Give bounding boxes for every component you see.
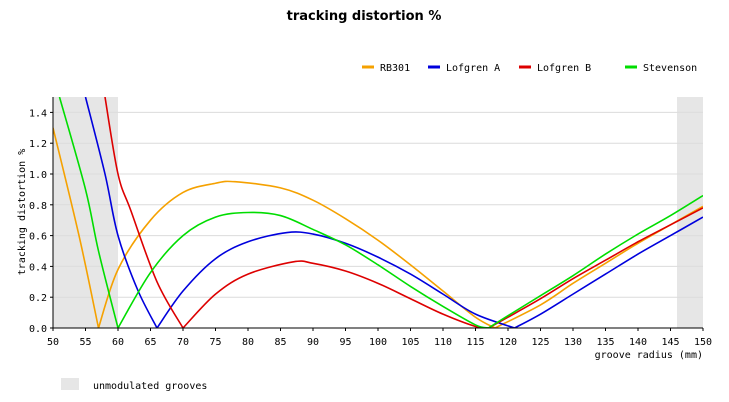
y-tick-label: 1.4 (29, 108, 47, 119)
legend-label-1: Lofgren A (446, 63, 500, 74)
series-line-lofgren-b (104, 97, 703, 328)
x-tick-label: 120 (499, 337, 517, 348)
y-tick-label: 1.0 (29, 170, 47, 181)
series-lines (53, 97, 703, 328)
series-line-stevenson (58, 97, 703, 328)
x-tick-label: 150 (694, 337, 712, 348)
x-tick-label: 85 (274, 337, 286, 348)
x-tick-label: 145 (661, 337, 679, 348)
shaded-regions (53, 97, 703, 328)
x-tick-label: 110 (434, 337, 452, 348)
x-tick-label: 80 (242, 337, 254, 348)
x-tick-label: 115 (466, 337, 484, 348)
legend: RB301 Lofgren A Lofgren B Stevenson (362, 63, 697, 74)
x-tick-label: 55 (79, 337, 91, 348)
x-tick-label: 50 (47, 337, 59, 348)
shaded-legend-swatch (61, 378, 79, 390)
y-tick-label: 0.8 (29, 201, 47, 212)
legend-label-3: Stevenson (643, 63, 697, 74)
series-line-lofgren-a (84, 97, 703, 328)
y-tick-label: 0.6 (29, 232, 47, 243)
y-axis-label: tracking distortion % (17, 149, 28, 275)
shaded-region-1 (677, 97, 703, 328)
chart-title: tracking distortion % (287, 9, 442, 24)
x-axis-label: groove radius (mm) (595, 350, 703, 361)
x-tick-label: 95 (339, 337, 351, 348)
x-tick-label: 105 (401, 337, 419, 348)
x-tick-label: 65 (144, 337, 156, 348)
shaded-legend-label: unmodulated grooves (93, 381, 207, 392)
series-line-rb301 (53, 127, 703, 328)
axes: 0.0 0.2 0.4 0.6 0.8 1.0 1.2 1.4 50 55 60 65 70 75 80 85… (29, 97, 712, 348)
x-tick-label: 90 (307, 337, 319, 348)
y-tick-label: 0.0 (29, 324, 47, 335)
legend-label-2: Lofgren B (537, 63, 591, 74)
legend-label-0: RB301 (380, 63, 410, 74)
x-tick-label: 100 (369, 337, 387, 348)
x-tick-label: 140 (629, 337, 647, 348)
x-tick-label: 70 (177, 337, 189, 348)
y-tick-label: 1.2 (29, 139, 47, 150)
x-tick-label: 125 (531, 337, 549, 348)
y-tick-label: 0.4 (29, 262, 47, 273)
x-tick-label: 130 (564, 337, 582, 348)
grid (53, 111, 703, 298)
x-tick-label: 60 (112, 337, 124, 348)
x-tick-label: 135 (596, 337, 614, 348)
x-tick-label: 75 (209, 337, 221, 348)
y-tick-label: 0.2 (29, 293, 47, 304)
shaded-region-0 (53, 97, 118, 328)
